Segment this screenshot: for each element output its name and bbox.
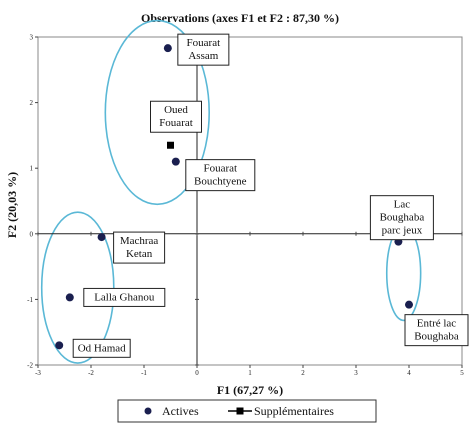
x-tick-label: 2 <box>301 369 305 377</box>
x-tick-label: -2 <box>88 369 94 377</box>
y-tick-label: 3 <box>30 34 34 42</box>
point-label-text: Assam <box>188 50 218 62</box>
y-tick-label: 1 <box>30 165 34 173</box>
point-label-box <box>177 33 230 66</box>
point-label-box <box>150 100 202 133</box>
cluster-ellipse <box>104 19 210 206</box>
x-tick-label: -1 <box>141 369 147 377</box>
x-tick-label: -3 <box>35 369 41 377</box>
x-axis-label: F1 (67,27 %) <box>217 383 283 397</box>
point-label: Lalla Ghanou <box>83 287 166 307</box>
point-label-box <box>83 287 166 307</box>
y-tick-label: 0 <box>30 230 34 238</box>
point-label-text: Entré lac <box>417 318 457 330</box>
y-tick-label: -1 <box>27 296 33 304</box>
point-label-text: Machraa <box>120 235 159 247</box>
point-label-text: Fouarat <box>187 37 221 49</box>
y-tick-label: 2 <box>30 99 34 107</box>
point-label-box <box>404 314 469 347</box>
x-tick-label: 4 <box>407 369 411 377</box>
point-label-text: Ketan <box>126 248 153 260</box>
legend-marker-actives <box>144 407 152 415</box>
legend-label-actives: Actives <box>162 404 199 418</box>
point-label-text: Lalla Ghanou <box>94 291 155 303</box>
legend-marker-supplementaires <box>236 407 244 415</box>
legend-label-supplementaires: Supplémentaires <box>254 404 334 418</box>
supplementary-point <box>167 141 174 149</box>
point-label-text: Bouchtyene <box>194 176 247 188</box>
y-axis-label: F2 (20,03 %) <box>5 172 19 238</box>
cluster-ellipse <box>40 211 115 364</box>
active-point <box>405 300 413 309</box>
point-label-text: Lac <box>394 199 411 211</box>
point-label-box <box>72 338 131 358</box>
point-label-text: Od Hamad <box>78 342 126 354</box>
point-label-text: Oued <box>164 104 188 116</box>
y-tick-label: -2 <box>27 362 33 370</box>
active-point <box>171 157 180 166</box>
active-point <box>55 341 64 350</box>
x-tick-label: 3 <box>354 369 358 377</box>
x-tick-label: 1 <box>248 369 252 377</box>
point-label-box <box>185 159 256 192</box>
point-label-box <box>369 195 434 241</box>
point-label-box <box>113 231 166 264</box>
point-label-text: Boughaba <box>414 331 459 343</box>
x-tick-label: 5 <box>460 369 464 377</box>
point-label-text: Boughaba <box>380 212 425 224</box>
point-label-text: Fouarat <box>159 117 193 129</box>
point-label: Od Hamad <box>72 338 131 358</box>
x-tick-label: 0 <box>195 369 199 377</box>
chart-title: Observations (axes F1 et F2 : 87,30 %) <box>141 11 339 25</box>
point-label-text: parc jeux <box>382 225 423 237</box>
active-point <box>97 233 106 242</box>
active-point <box>163 44 172 53</box>
point-label-text: Fouarat <box>203 163 237 175</box>
active-point <box>65 293 74 302</box>
